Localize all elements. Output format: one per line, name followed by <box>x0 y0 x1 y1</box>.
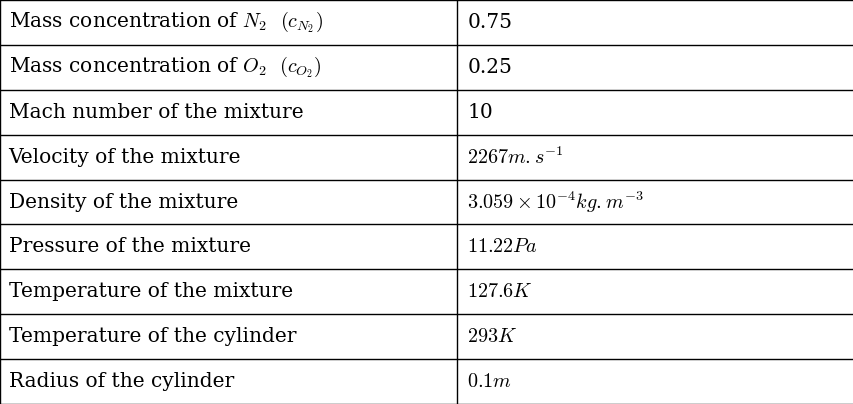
Text: Radius of the cylinder: Radius of the cylinder <box>9 372 234 391</box>
Text: $0.1m$: $0.1m$ <box>467 372 512 391</box>
Text: 0.25: 0.25 <box>467 58 512 77</box>
Text: Temperature of the cylinder: Temperature of the cylinder <box>9 327 296 346</box>
Text: $2267m.s^{-1}$: $2267m.s^{-1}$ <box>467 146 563 168</box>
Text: $127.6K$: $127.6K$ <box>467 282 532 301</box>
Text: Temperature of the mixture: Temperature of the mixture <box>9 282 293 301</box>
Text: Velocity of the mixture: Velocity of the mixture <box>9 147 241 166</box>
Text: Mass concentration of $N_2$  $(c_{N_2})$: Mass concentration of $N_2$ $(c_{N_2})$ <box>9 10 322 35</box>
Text: Mass concentration of $O_2$  $(c_{O_2})$: Mass concentration of $O_2$ $(c_{O_2})$ <box>9 55 321 80</box>
Text: Pressure of the mixture: Pressure of the mixture <box>9 238 250 257</box>
Text: 10: 10 <box>467 103 492 122</box>
Text: 0.75: 0.75 <box>467 13 512 32</box>
Text: $293K$: $293K$ <box>467 327 517 346</box>
Text: Density of the mixture: Density of the mixture <box>9 192 237 212</box>
Text: $11.22Pa$: $11.22Pa$ <box>467 238 537 257</box>
Text: Mach number of the mixture: Mach number of the mixture <box>9 103 303 122</box>
Text: $3.059 \times 10^{-4}kg.m^{-3}$: $3.059 \times 10^{-4}kg.m^{-3}$ <box>467 189 643 215</box>
